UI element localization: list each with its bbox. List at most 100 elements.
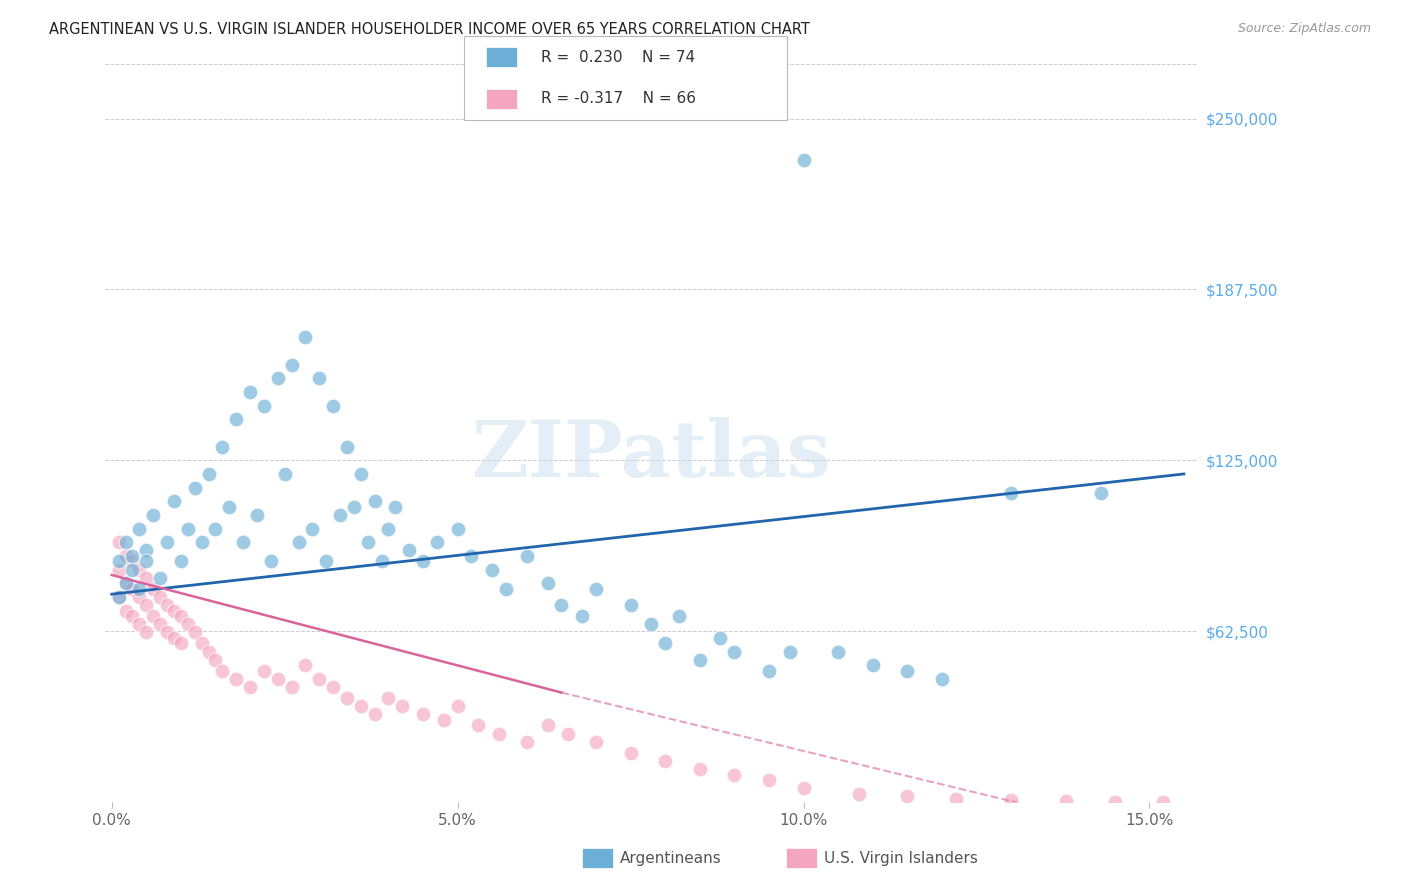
Point xyxy=(177,522,200,536)
Point xyxy=(862,658,884,673)
Point xyxy=(211,664,233,678)
Point xyxy=(273,467,295,481)
Point xyxy=(142,508,165,522)
Point xyxy=(107,590,129,604)
Point xyxy=(481,563,503,577)
Point xyxy=(149,571,172,585)
Point xyxy=(149,590,172,604)
Point xyxy=(848,787,870,801)
Point xyxy=(218,500,240,514)
Point xyxy=(135,598,157,612)
Point xyxy=(308,672,330,686)
Point xyxy=(163,631,186,645)
Point xyxy=(294,658,316,673)
Point xyxy=(391,699,413,714)
Point xyxy=(370,554,392,568)
Point xyxy=(488,726,510,740)
Point xyxy=(322,399,344,413)
Point xyxy=(322,680,344,694)
Point xyxy=(1152,795,1174,809)
Point xyxy=(827,644,849,658)
Point xyxy=(114,549,136,563)
Point xyxy=(128,617,150,632)
Point xyxy=(363,494,385,508)
Point xyxy=(654,636,676,650)
Point xyxy=(931,672,953,686)
Point xyxy=(536,576,558,591)
Point xyxy=(197,467,219,481)
Point xyxy=(260,554,283,568)
Point xyxy=(135,554,157,568)
Point xyxy=(668,609,690,624)
Point xyxy=(412,707,434,722)
Point xyxy=(177,617,200,632)
Point xyxy=(246,508,269,522)
Point xyxy=(329,508,352,522)
Point xyxy=(121,549,143,563)
Point xyxy=(308,371,330,385)
Point xyxy=(467,718,489,732)
Point xyxy=(280,358,302,372)
Point xyxy=(550,598,572,612)
Point xyxy=(495,582,517,596)
Point xyxy=(107,590,129,604)
Point xyxy=(190,535,212,549)
Point xyxy=(654,754,676,768)
Point xyxy=(516,735,538,749)
Text: R = -0.317    N = 66: R = -0.317 N = 66 xyxy=(541,91,696,106)
Point xyxy=(350,467,373,481)
Point xyxy=(1090,486,1112,500)
Point xyxy=(239,680,262,694)
Point xyxy=(779,644,801,658)
Point xyxy=(896,789,918,804)
Point xyxy=(357,535,380,549)
Point xyxy=(557,726,579,740)
Point xyxy=(135,625,157,640)
Point xyxy=(315,554,337,568)
Point xyxy=(121,582,143,596)
Point xyxy=(945,792,967,806)
Point xyxy=(121,563,143,577)
Point xyxy=(619,746,641,760)
Point xyxy=(107,563,129,577)
Point xyxy=(896,664,918,678)
Point xyxy=(121,554,143,568)
Point xyxy=(190,636,212,650)
Point xyxy=(1104,795,1126,809)
Point xyxy=(184,481,207,495)
Point xyxy=(253,399,276,413)
Point xyxy=(571,609,593,624)
Point xyxy=(184,625,207,640)
Point xyxy=(239,384,262,399)
Point xyxy=(723,767,745,781)
Point xyxy=(163,603,186,617)
Point xyxy=(232,535,254,549)
Point xyxy=(204,522,226,536)
Point xyxy=(516,549,538,563)
Point xyxy=(114,603,136,617)
Point xyxy=(336,440,359,454)
Point xyxy=(225,672,247,686)
Point xyxy=(107,554,129,568)
Point xyxy=(398,543,420,558)
Text: ZIPatlas: ZIPatlas xyxy=(471,417,831,493)
Point xyxy=(107,535,129,549)
Point xyxy=(1000,486,1022,500)
Point xyxy=(446,522,468,536)
Point xyxy=(792,781,814,796)
Point xyxy=(336,691,359,706)
Point xyxy=(204,653,226,667)
Point xyxy=(446,699,468,714)
Point xyxy=(170,636,193,650)
Point xyxy=(1054,794,1077,808)
Point xyxy=(585,582,607,596)
Point xyxy=(433,713,456,727)
Point xyxy=(142,582,165,596)
Point xyxy=(758,664,780,678)
Point xyxy=(163,494,186,508)
Point xyxy=(343,500,366,514)
Point xyxy=(758,772,780,787)
Point xyxy=(128,590,150,604)
Point xyxy=(792,153,814,167)
Point xyxy=(287,535,309,549)
